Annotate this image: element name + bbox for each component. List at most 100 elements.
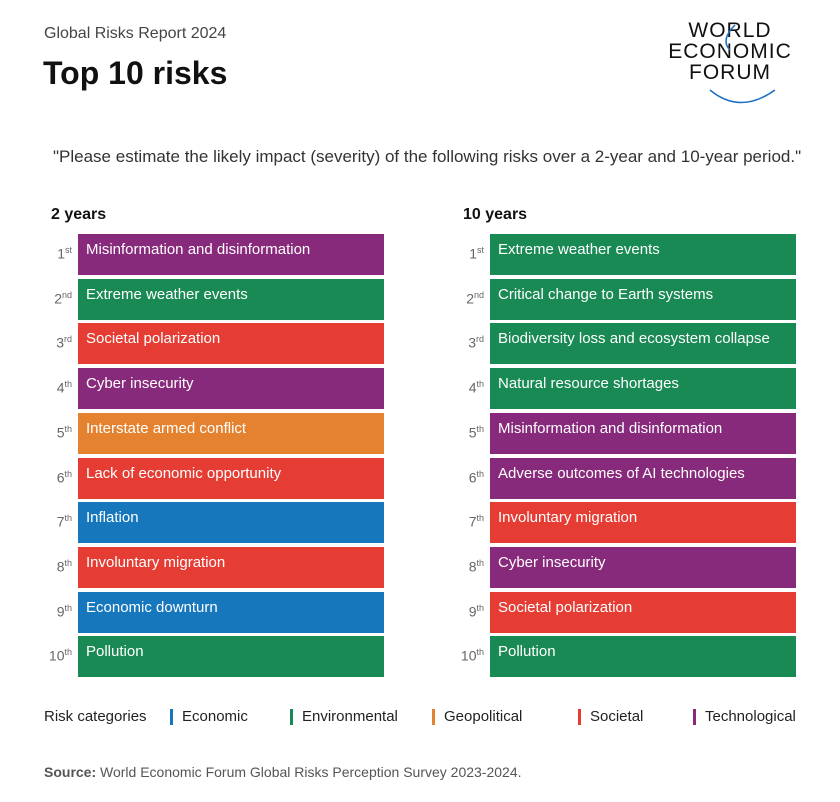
rank-number: 2 — [466, 290, 474, 307]
rank: 7th — [42, 502, 72, 538]
risk-bar: Pollution — [490, 636, 796, 678]
rank-number: 8 — [468, 558, 477, 575]
legend-item: Geopolitical — [432, 708, 522, 726]
risk-bar: Societal polarization — [490, 591, 796, 633]
legend-swatch — [693, 709, 696, 725]
rank: 9th — [454, 592, 484, 628]
legend-swatch — [578, 709, 581, 725]
risk-bar: Societal polarization — [78, 323, 384, 365]
rank: 1st — [42, 234, 72, 270]
risk-bar: Misinformation and disinformation — [490, 412, 796, 454]
risk-bar: Inflation — [78, 502, 384, 544]
rank: 6th — [454, 458, 484, 494]
legend-item: Societal — [578, 708, 643, 726]
rank: 1st — [454, 234, 484, 270]
legend-item: Technological — [693, 708, 796, 726]
rank-suffix: th — [64, 379, 72, 390]
legend-item: Economic — [170, 708, 248, 726]
legend-title: Risk categories — [44, 708, 147, 725]
risk-bar: Involuntary migration — [490, 502, 796, 544]
rank-suffix: th — [64, 468, 72, 479]
rank-suffix: st — [476, 245, 484, 255]
rank-number: 7 — [468, 513, 477, 530]
rank-suffix: th — [476, 379, 484, 390]
risk-bar: Economic downturn — [78, 591, 384, 633]
rank-number: 4 — [56, 379, 65, 396]
rank-number: 4 — [468, 379, 477, 396]
rank-suffix: nd — [473, 289, 484, 300]
rank-number: 2 — [54, 290, 62, 307]
rank-number: 7 — [56, 513, 65, 530]
rank-suffix: th — [476, 602, 484, 613]
logo-line: ECONOMIC — [668, 40, 792, 63]
risk-bar: Cyber insecurity — [490, 546, 796, 588]
rank-number: 5 — [56, 424, 65, 441]
legend-label: Geopolitical — [444, 708, 523, 725]
rank: 4th — [42, 368, 72, 404]
rank-number: 6 — [56, 469, 65, 486]
legend-item: Environmental — [290, 708, 398, 726]
question: "Please estimate the likely impact (seve… — [53, 147, 802, 166]
legend-label: Economic — [182, 708, 248, 725]
rank-number: 5 — [468, 424, 477, 441]
rank: 2nd — [454, 279, 484, 315]
column-heading: 10 years — [463, 206, 528, 223]
rank-suffix: rd — [63, 334, 72, 345]
rank-suffix: th — [64, 647, 72, 658]
rank-suffix: th — [476, 513, 484, 524]
rank-number: 1 — [469, 245, 477, 262]
rank-number: 9 — [56, 603, 65, 620]
rank-number: 3 — [468, 335, 476, 352]
rank-suffix: th — [64, 602, 72, 613]
logo: WORLD ECONOMIC FORUM — [650, 20, 810, 83]
rank-number: 8 — [56, 558, 65, 575]
rank-suffix: th — [476, 647, 484, 658]
rank-number: 9 — [468, 603, 477, 620]
risk-bar: Misinformation and disinformation — [78, 234, 384, 275]
rank: 9th — [42, 592, 72, 628]
source: Source: World Economic Forum Global Risk… — [44, 764, 522, 780]
rank-number: 10 — [460, 647, 477, 664]
rank: 6th — [42, 458, 72, 494]
risk-bar: Cyber insecurity — [78, 368, 384, 410]
legend-swatch — [432, 709, 435, 725]
rank-suffix: th — [64, 513, 72, 524]
risk-bar: Biodiversity loss and ecosystem collapse — [490, 323, 796, 365]
risk-bar: Natural resource shortages — [490, 368, 796, 410]
legend-swatch — [290, 709, 293, 725]
legend-label: Environmental — [302, 708, 398, 725]
rank: 2nd — [42, 279, 72, 315]
rank: 3rd — [454, 323, 484, 359]
source-text: World Economic Forum Global Risks Percep… — [100, 764, 522, 780]
column-heading: 2 years — [51, 206, 107, 223]
rank: 5th — [454, 413, 484, 449]
rank-suffix: st — [64, 245, 72, 255]
rank: 7th — [454, 502, 484, 538]
logo-line: FORUM — [689, 61, 771, 84]
rank: 10th — [454, 636, 484, 672]
rank: 3rd — [42, 323, 72, 359]
risk-bar: Adverse outcomes of AI technologies — [490, 457, 796, 499]
risk-bar: Lack of economic opportunity — [78, 457, 384, 499]
risk-bar: Critical change to Earth systems — [490, 278, 796, 320]
rank: 5th — [42, 413, 72, 449]
rank-suffix: th — [476, 423, 484, 434]
rank: 4th — [454, 368, 484, 404]
risk-bar: Involuntary migration — [78, 546, 384, 588]
rank-suffix: th — [64, 557, 72, 568]
legend-label: Societal — [590, 708, 644, 725]
rank-suffix: nd — [61, 289, 72, 300]
rank-number: 3 — [56, 335, 64, 352]
rank-suffix: th — [64, 423, 72, 434]
rank-suffix: th — [476, 468, 484, 479]
rank-number: 10 — [48, 647, 65, 664]
rank: 8th — [454, 547, 484, 583]
rank: 8th — [42, 547, 72, 583]
rank-number: 1 — [57, 245, 65, 262]
risk-bar: Pollution — [78, 636, 384, 678]
risk-bar: Extreme weather events — [490, 234, 796, 275]
source-label: Source: — [44, 764, 97, 780]
rank-suffix: th — [476, 557, 484, 568]
rank-number: 6 — [468, 469, 477, 486]
